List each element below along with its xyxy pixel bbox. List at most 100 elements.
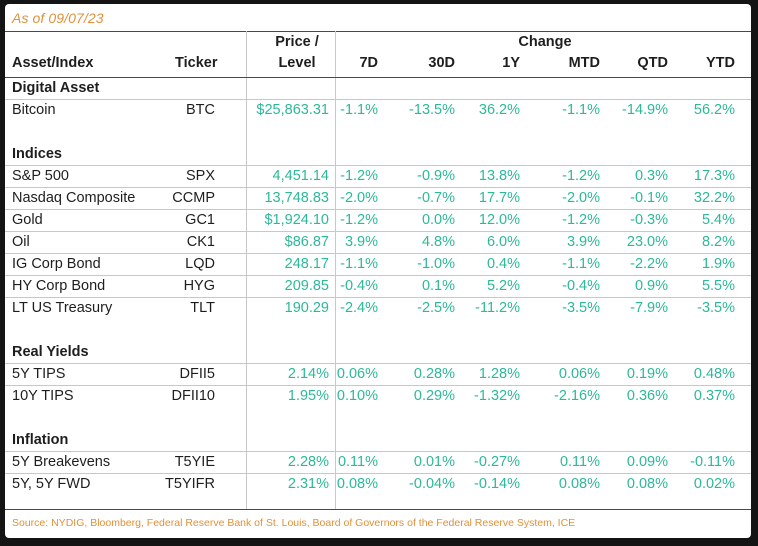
change-value: 0.19% [626, 366, 668, 382]
change-value: 36.2% [478, 102, 520, 118]
change-value: -11.2% [475, 300, 520, 316]
price-level: 2.28% [287, 454, 329, 470]
change-value: -0.27% [474, 454, 520, 470]
period-header: 1Y [502, 55, 520, 71]
row-divider [5, 187, 751, 188]
change-value: 0.08% [558, 476, 600, 492]
change-value: -0.14% [474, 476, 520, 492]
price-level: 209.85 [284, 278, 329, 294]
asset-name: S&P 500 [12, 168, 69, 184]
row-divider [5, 275, 751, 276]
change-value: -3.5% [562, 300, 600, 316]
change-value: -2.16% [554, 388, 600, 404]
row-divider [5, 253, 751, 254]
change-value: -2.5% [417, 300, 455, 316]
change-value: -1.2% [562, 212, 600, 228]
change-value: -1.2% [340, 168, 378, 184]
period-header: QTD [637, 55, 668, 71]
ticker: GC1 [185, 212, 215, 228]
section-title: Real Yields [12, 344, 89, 360]
top-rule [5, 31, 751, 32]
change-value: 0.28% [413, 366, 455, 382]
row-divider [5, 385, 751, 386]
change-value: -2.2% [630, 256, 668, 272]
change-value: -0.04% [409, 476, 455, 492]
price-level: 248.17 [284, 256, 329, 272]
ticker: T5YIFR [165, 476, 215, 492]
asset-name: Oil [12, 234, 30, 250]
change-value: 17.3% [693, 168, 735, 184]
row-divider [5, 209, 751, 210]
asset-name: 5Y TIPS [12, 366, 66, 382]
change-value: 23.0% [626, 234, 668, 250]
bottom-rule [5, 509, 751, 510]
change-value: 5.4% [701, 212, 735, 228]
change-value: 3.9% [566, 234, 600, 250]
change-value: 8.2% [701, 234, 735, 250]
price-level: 4,451.14 [272, 168, 329, 184]
period-header: 30D [428, 55, 455, 71]
change-value: -1.1% [340, 256, 378, 272]
change-value: 0.0% [421, 212, 455, 228]
asset-header: Asset/Index [12, 55, 94, 71]
change-value: -0.4% [340, 278, 378, 294]
change-value: 0.08% [626, 476, 668, 492]
change-value: 0.08% [336, 476, 378, 492]
source-note: Source: NYDIG, Bloomberg, Federal Reserv… [12, 517, 576, 529]
change-value: -2.0% [562, 190, 600, 206]
asset-name: HY Corp Bond [12, 278, 106, 294]
change-value: -0.1% [630, 190, 668, 206]
section-title: Indices [12, 146, 62, 162]
change-value: -1.2% [562, 168, 600, 184]
asset-name: 5Y Breakevens [12, 454, 111, 470]
period-header: YTD [706, 55, 735, 71]
change-value: 0.10% [336, 388, 378, 404]
ticker: T5YIE [174, 454, 215, 470]
price-header-line1: Price / [275, 34, 319, 50]
period-header: 7D [359, 55, 378, 71]
change-value: 0.9% [634, 278, 668, 294]
section-title: Digital Asset [12, 80, 100, 96]
price-header-line2: Level [278, 55, 316, 71]
change-value: 0.11% [559, 454, 600, 470]
change-value: -1.2% [340, 212, 378, 228]
change-value: 1.28% [478, 366, 520, 382]
change-value: -7.9% [630, 300, 668, 316]
asset-name: LT US Treasury [12, 300, 113, 316]
change-value: 32.2% [693, 190, 735, 206]
change-value: 0.1% [421, 278, 455, 294]
change-value: 5.5% [701, 278, 735, 294]
change-value: -0.9% [417, 168, 455, 184]
ticker: SPX [185, 168, 215, 184]
change-value: -2.4% [340, 300, 378, 316]
ticker: CCMP [172, 190, 215, 206]
change-value: 0.48% [693, 366, 735, 382]
ticker: CK1 [186, 234, 215, 250]
row-divider [5, 231, 751, 232]
change-value: -0.4% [562, 278, 600, 294]
change-value: 17.7% [478, 190, 520, 206]
change-value: 0.36% [626, 388, 668, 404]
change-value: -0.7% [417, 190, 455, 206]
row-divider [5, 165, 751, 166]
section-title: Inflation [12, 432, 69, 448]
change-value: -2.0% [340, 190, 378, 206]
price-level: $25,863.31 [256, 102, 329, 118]
asset-name: 10Y TIPS [12, 388, 74, 404]
row-divider [5, 363, 751, 364]
change-value: 0.06% [336, 366, 378, 382]
change-value: 0.11% [337, 454, 378, 470]
asset-name: Bitcoin [12, 102, 56, 118]
market-table-card: As of 09/07/23 Price / Change Asset/Inde… [5, 4, 751, 538]
change-value: -1.1% [562, 102, 600, 118]
price-level: 2.14% [287, 366, 329, 382]
change-value: 0.37% [693, 388, 735, 404]
change-value: 56.2% [693, 102, 735, 118]
row-divider [5, 473, 751, 474]
ticker: DFII5 [179, 366, 215, 382]
ticker: BTC [186, 102, 215, 118]
change-value: -1.1% [340, 102, 378, 118]
ticker-header: Ticker [175, 55, 218, 71]
change-header: Change [518, 34, 572, 50]
price-level: $86.87 [284, 234, 329, 250]
